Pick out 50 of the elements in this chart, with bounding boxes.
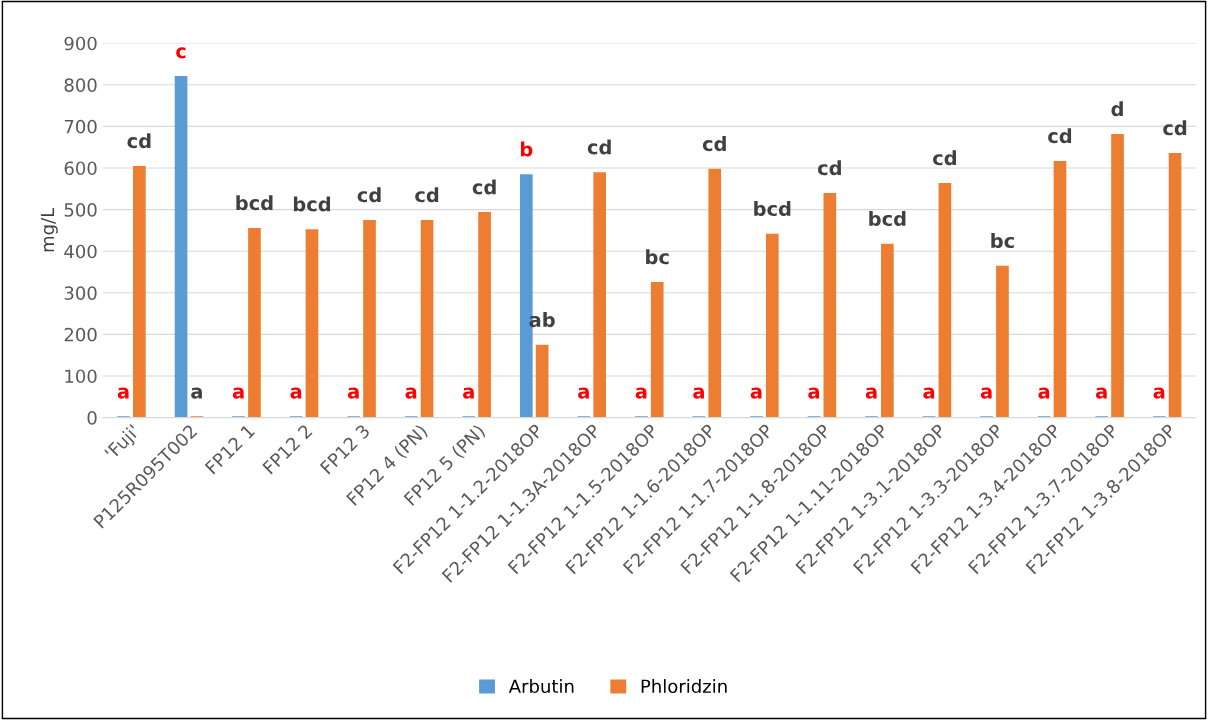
annotation: a [405, 387, 417, 399]
legend-label: Arbutin [508, 679, 574, 694]
annotation: a [1153, 387, 1165, 399]
annotation: a [1095, 387, 1107, 399]
annotation: a [693, 387, 704, 399]
annotation: a [923, 387, 935, 399]
y-tick-label: 100 [65, 369, 97, 384]
annotation: a [578, 387, 589, 399]
annotation: c [176, 47, 186, 59]
annotation: cd [357, 187, 381, 203]
annotation: a [1038, 387, 1050, 399]
y-tick-label: 0 [87, 411, 97, 425]
annotation: b [520, 141, 533, 157]
legend-label: Phloridzin [641, 679, 727, 694]
y-tick-label: 300 [64, 286, 97, 300]
annotation: bcd [293, 196, 331, 212]
y-tick-label: 700 [64, 119, 97, 134]
annotation: cd [415, 187, 439, 203]
annotation: a [290, 387, 302, 399]
annotation: a [865, 387, 877, 399]
annotation: bc [646, 249, 669, 265]
annotation: a [750, 387, 762, 399]
annotation: cd [127, 133, 151, 149]
y-tick-label: 500 [64, 203, 97, 217]
annotation: a [191, 387, 202, 399]
annotation: cd [472, 179, 496, 195]
y-tick-label: 800 [64, 78, 97, 92]
annotation: cd [817, 160, 841, 176]
annotation: a [463, 387, 474, 399]
annotation: a [635, 387, 647, 399]
annotation: a [347, 387, 359, 399]
annotation: cd [1163, 120, 1187, 136]
annotation: cd [587, 139, 611, 155]
annotation: d [1111, 101, 1123, 117]
y-axis-title: mg/L [40, 207, 58, 252]
annotation: a [808, 387, 820, 399]
annotation: bcd [869, 211, 906, 227]
annotation: bc [991, 233, 1014, 249]
annotation: a [232, 387, 244, 399]
annotation: a [117, 387, 129, 399]
y-tick-label: 900 [64, 36, 97, 51]
annotation: cd [933, 150, 956, 166]
annotation: cd [702, 136, 726, 152]
annotation: cd [1048, 128, 1072, 144]
annotation: a [980, 387, 992, 399]
annotation: bcd [236, 195, 273, 211]
y-tick-label: 200 [64, 327, 97, 342]
annotation: bcd [754, 201, 791, 217]
y-tick-label: 400 [64, 244, 97, 259]
y-tick-label: 600 [64, 161, 97, 176]
